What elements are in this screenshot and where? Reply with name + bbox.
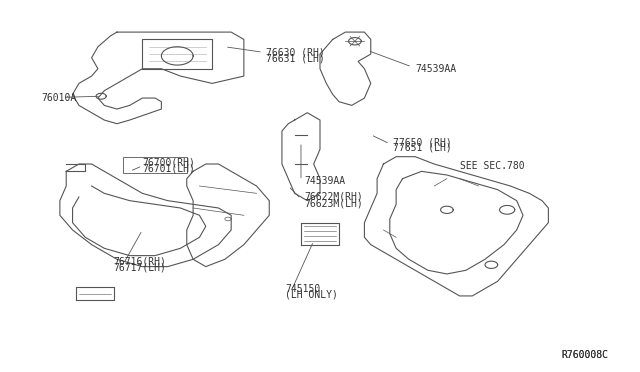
Text: 745150: 745150 bbox=[285, 283, 321, 294]
Text: 76716(RH): 76716(RH) bbox=[114, 256, 166, 266]
Text: R760008C: R760008C bbox=[561, 350, 608, 360]
Text: 74539AA: 74539AA bbox=[415, 64, 456, 74]
Text: 77651 (LH): 77651 (LH) bbox=[393, 142, 452, 153]
Text: 76701(LH): 76701(LH) bbox=[142, 163, 195, 173]
Text: R760008C: R760008C bbox=[561, 350, 608, 360]
Text: 76700(RH): 76700(RH) bbox=[142, 157, 195, 167]
Text: 74539AA: 74539AA bbox=[304, 176, 345, 186]
Text: 76010A: 76010A bbox=[41, 93, 76, 103]
Text: 76630 (RH): 76630 (RH) bbox=[266, 47, 325, 57]
Text: 76631 (LH): 76631 (LH) bbox=[266, 54, 325, 64]
Bar bbox=[124, 157, 187, 173]
Text: 76717(LH): 76717(LH) bbox=[114, 262, 166, 272]
Text: 77650 (RH): 77650 (RH) bbox=[393, 137, 452, 147]
Text: (LH ONLY): (LH ONLY) bbox=[285, 290, 338, 300]
Text: SEE SEC.780: SEE SEC.780 bbox=[460, 161, 524, 171]
Text: 76623M(LH): 76623M(LH) bbox=[304, 198, 363, 208]
Text: 76622M(RH): 76622M(RH) bbox=[304, 192, 363, 202]
